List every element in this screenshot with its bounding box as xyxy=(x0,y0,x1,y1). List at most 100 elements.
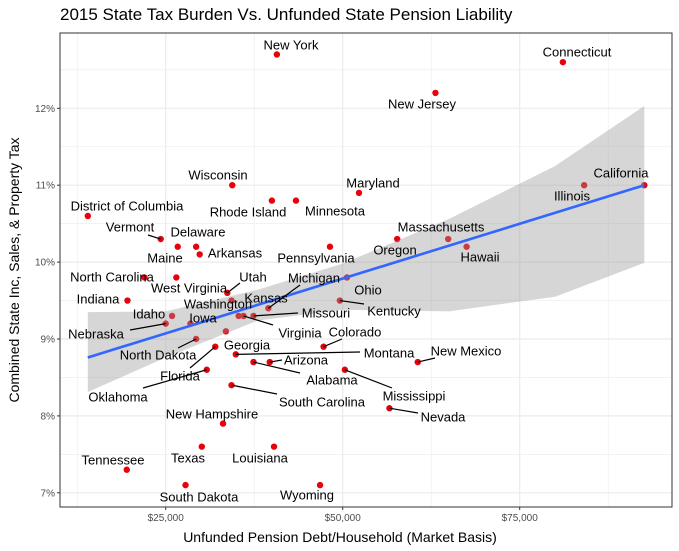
point-label: Oregon xyxy=(373,243,416,258)
chart-title: 2015 State Tax Burden Vs. Unfunded State… xyxy=(60,5,513,24)
point-label: Arizona xyxy=(284,353,329,368)
leader-line xyxy=(142,369,207,389)
point-label: Mississippi xyxy=(383,389,446,404)
point-label: Tennessee xyxy=(82,453,145,468)
data-point xyxy=(326,243,334,250)
point-label: Montana xyxy=(364,346,415,361)
grid xyxy=(60,33,672,507)
leader-line xyxy=(129,323,166,331)
data-point xyxy=(182,481,189,489)
point-label: Washington xyxy=(184,297,252,312)
data-point xyxy=(336,297,344,304)
point-label: Rhode Island xyxy=(210,205,287,220)
leader-line xyxy=(189,346,216,369)
leader-line xyxy=(389,407,419,414)
y-tick-label: 9% xyxy=(41,335,56,346)
leader-line xyxy=(231,384,278,395)
point-label: Massachusetts xyxy=(398,220,485,235)
data-point xyxy=(268,197,276,204)
y-tick-label: 10% xyxy=(35,258,55,269)
point-label: Maryland xyxy=(346,176,399,191)
point-label: Georgia xyxy=(224,338,271,353)
leader-line xyxy=(339,299,365,305)
point-label: Iowa xyxy=(189,311,217,326)
data-point xyxy=(222,328,230,335)
point-label: Indiana xyxy=(77,292,120,307)
data-point xyxy=(580,182,588,189)
leader-line xyxy=(226,282,241,294)
point-label: District of Columbia xyxy=(71,199,184,214)
data-point xyxy=(432,89,439,97)
point-label: Hawaii xyxy=(460,250,499,265)
point-label: Missouri xyxy=(302,306,351,321)
data-point xyxy=(273,51,281,58)
data-point xyxy=(174,243,181,250)
regression-line xyxy=(87,183,645,359)
point-label: North Carolina xyxy=(70,270,155,285)
point-label: Delaware xyxy=(171,225,226,240)
data-point xyxy=(168,312,176,320)
data-point xyxy=(141,274,148,281)
point-label: Nevada xyxy=(421,410,467,425)
point-label: Illinois xyxy=(554,189,591,204)
y-tick-label: 11% xyxy=(36,181,55,192)
point-label: Oklahoma xyxy=(88,390,148,405)
point-label: Ohio xyxy=(354,283,381,298)
data-point xyxy=(341,366,349,373)
point-label: California xyxy=(594,166,650,181)
data-point xyxy=(84,212,92,220)
point-label: New Hampshire xyxy=(166,407,258,422)
leader-line xyxy=(177,338,197,349)
point-label: Michigan xyxy=(288,271,340,286)
leader-line xyxy=(323,338,343,348)
point-label: South Carolina xyxy=(279,395,366,410)
point-labels: New York Connecticut New Jersey Wisconsin Il… xyxy=(68,38,649,505)
point-label: Pennsylvania xyxy=(277,251,355,266)
point-label: Texas xyxy=(171,451,205,466)
point-label: Virginia xyxy=(278,326,322,341)
point-label: New York xyxy=(264,38,319,53)
point-label: Florida xyxy=(160,369,201,384)
panel-border xyxy=(59,32,673,508)
point-label: Maine xyxy=(147,251,182,266)
data-point xyxy=(198,443,206,450)
trend-line xyxy=(87,183,645,359)
point-label: New Mexico xyxy=(431,344,502,359)
y-tick-label: 12% xyxy=(35,104,55,115)
data-point xyxy=(463,243,470,250)
confidence-band-area xyxy=(87,105,645,393)
data-point xyxy=(320,343,327,350)
leader-line xyxy=(253,312,299,317)
point-label: Colorado xyxy=(329,325,382,340)
point-label: North Dakota xyxy=(120,348,197,363)
data-point xyxy=(196,251,203,258)
x-tick-label: $75,000 xyxy=(502,513,539,524)
leader-line xyxy=(268,284,301,309)
leader-line xyxy=(243,315,274,326)
x-axis-title: Unfunded Pension Debt/Household (Market … xyxy=(183,529,497,545)
y-axis-title: Combined State Inc, Sales, & Property Ta… xyxy=(6,137,22,402)
point-label: Minnesota xyxy=(305,204,366,219)
leader-line xyxy=(235,351,361,355)
point-label: Arkansas xyxy=(208,246,263,261)
point-label: Idaho xyxy=(133,307,166,322)
leader-line xyxy=(269,359,283,363)
x-tick-label: $25,000 xyxy=(148,513,185,524)
confidence-band xyxy=(87,105,645,393)
data-point xyxy=(173,274,180,281)
leader-lines xyxy=(129,234,436,414)
point-label: Alabama xyxy=(306,373,358,388)
data-point xyxy=(316,481,324,489)
data-point xyxy=(394,235,401,243)
y-tick-label: 8% xyxy=(41,411,56,422)
leader-line xyxy=(147,234,161,240)
point-label: New Jersey xyxy=(388,97,456,112)
point-label: Nebraska xyxy=(68,327,124,342)
point-label: Wyoming xyxy=(280,488,334,503)
leader-line xyxy=(253,361,301,374)
data-point xyxy=(228,297,235,304)
point-label: Wisconsin xyxy=(188,168,247,183)
data-point xyxy=(292,197,300,204)
point-label: Vermont xyxy=(106,220,155,235)
